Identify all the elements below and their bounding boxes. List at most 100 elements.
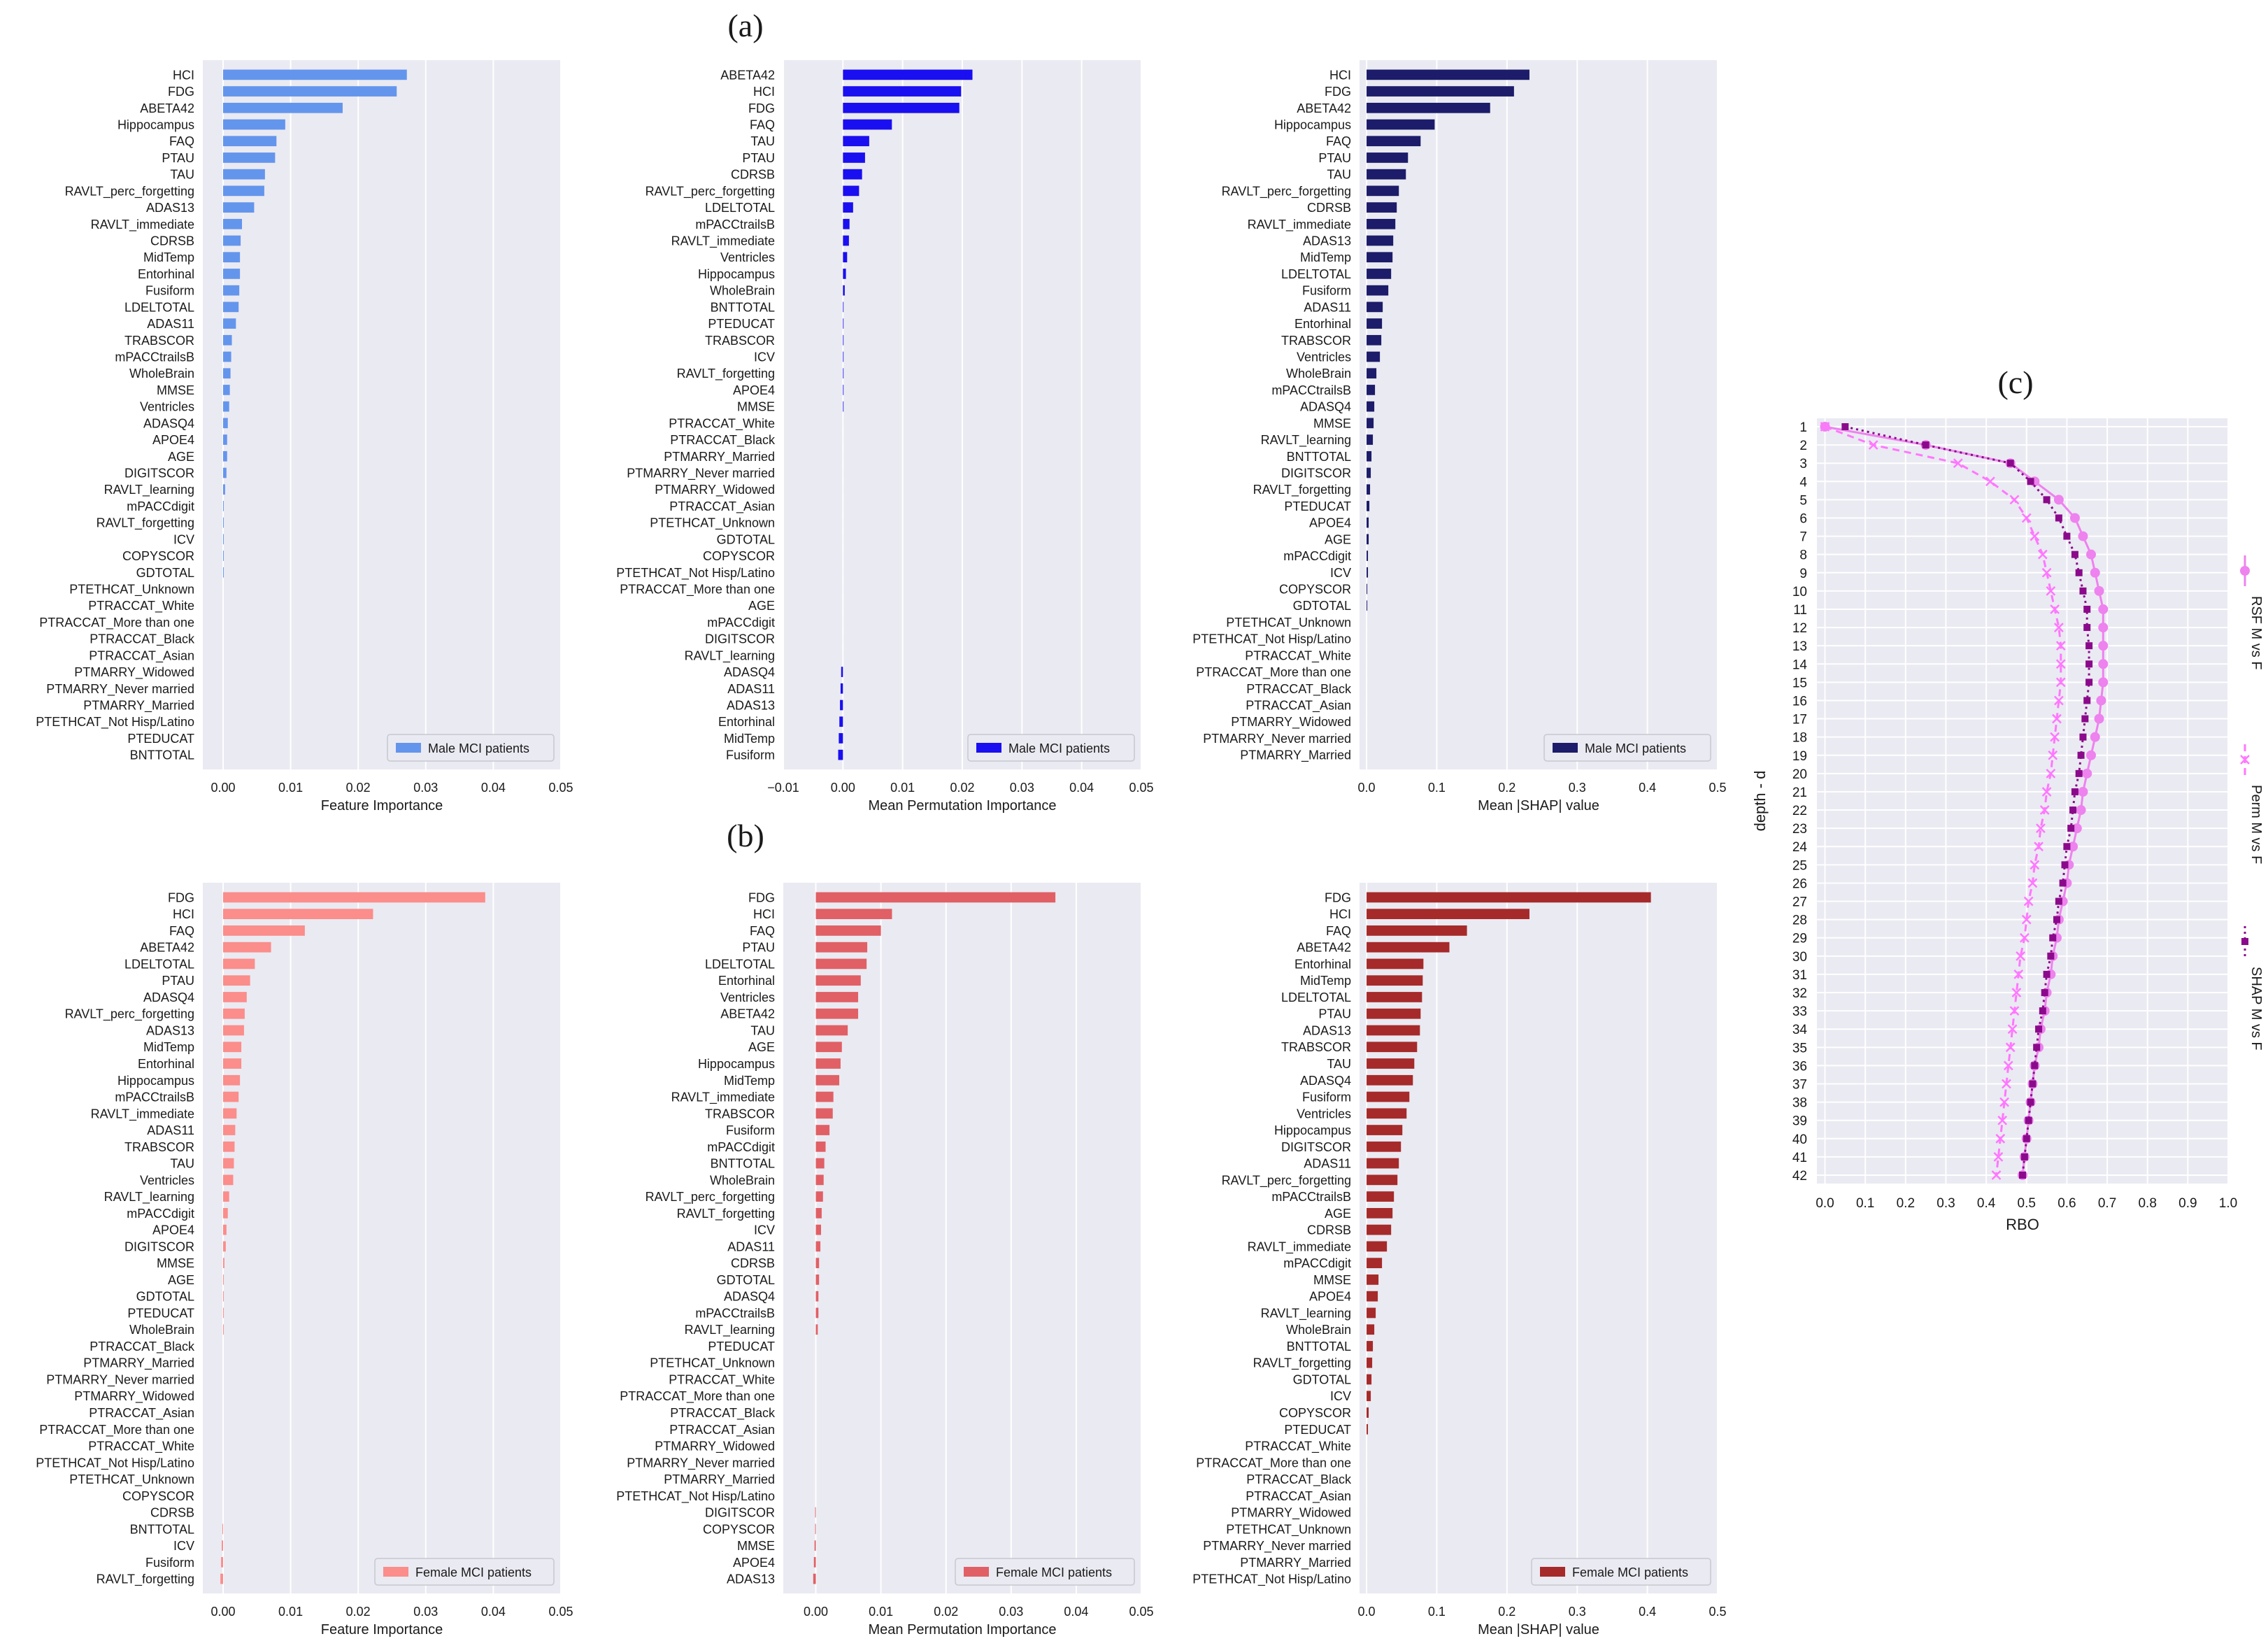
bar-adasq4 (815, 1291, 819, 1302)
y-tick-label-mpacctrailsb: mPACCtrailsB (115, 350, 194, 364)
y-tick-label-ravlt-perc-forgetting: RAVLT_perc_forgetting (65, 184, 194, 199)
y-tick-label-ptraccat-more-than-one: PTRACCAT_More than one (620, 1389, 775, 1404)
bar-adasq4 (222, 992, 247, 1002)
marker-point (1985, 476, 1995, 487)
chart-b-permutation-importance-female: 0.00 0.01 0.02 0.03 0.04 0.05 FDG HCI FAQ PTAU LDE… (616, 883, 1154, 1638)
y-tick-label-bnttotal: BNTTOTAL (130, 1522, 194, 1536)
x-tick-label-0-04: 0.04 (481, 781, 506, 795)
marker-point (2025, 1116, 2032, 1124)
bar-digitscor (815, 1507, 816, 1518)
marker-point (1922, 441, 1930, 449)
marker-point (2003, 1060, 2013, 1071)
y-tick-label-29: 29 (1792, 932, 1807, 946)
legend-label: RSF M vs F (2248, 596, 2264, 670)
y-tick-label-gdtotal: GDTOTAL (717, 1273, 775, 1287)
x-axis-label: Mean Permutation Importance (868, 1622, 1056, 1638)
y-tick-label-icv: ICV (1330, 566, 1351, 580)
x-tick-label-0-01: −0.01 (767, 781, 799, 795)
bar-ventricles (843, 252, 848, 263)
y-tick-label-27: 27 (1792, 895, 1807, 910)
y-tick-label-ptraccat-asian: PTRACCAT_Asian (89, 648, 194, 663)
y-tick-label-cdrsb: CDRSB (150, 1506, 194, 1520)
bar-wholebrain (1367, 368, 1377, 379)
y-tick-label-digitscor: DIGITSCOR (705, 632, 775, 646)
y-tick-label-midtemp: MidTemp (1300, 250, 1351, 264)
bar-age (1367, 534, 1369, 545)
bar-ldeltotal (815, 958, 867, 969)
y-tick-label-adas11: ADAS11 (727, 1239, 775, 1253)
x-tick-label-0-00: 0.00 (211, 1605, 235, 1619)
y-tick-label-faq: FAQ (169, 924, 194, 938)
y-tick-label-adas11: ADAS11 (727, 682, 775, 696)
marker-point (2055, 514, 2062, 522)
y-tick-label-apoe4: APOE4 (1309, 1290, 1351, 1304)
bar-age (815, 1042, 842, 1053)
bar-midtemp (1367, 975, 1423, 986)
x-tick-label-0-00: 0.00 (804, 1605, 828, 1619)
bar-icv (222, 534, 224, 545)
y-tick-label-entorhinal: Entorhinal (1295, 317, 1351, 331)
bar-hci (222, 69, 407, 80)
y-tick-label-trabscor: TRABSCOR (1281, 334, 1351, 348)
marker-point (2085, 679, 2093, 686)
y-tick-label-ldeltotal: LDELTOTAL (124, 957, 194, 971)
x-tick-label-0-01: 0.01 (278, 1605, 303, 1619)
bar-fdg (1367, 86, 1514, 97)
bar-cdrsb (1367, 202, 1397, 213)
y-tick-label-ptraccat-more-than-one: PTRACCAT_More than one (39, 1423, 194, 1437)
x-tick-label-0-2: 0.2 (1498, 1605, 1515, 1619)
y-tick-label-bnttotal: BNTTOTAL (130, 748, 194, 762)
marker-point (1997, 1115, 2008, 1125)
bar-ravlt-immediate (1367, 1241, 1388, 1252)
y-tick-label-ptraccat-more-than-one: PTRACCAT_More than one (1196, 1456, 1351, 1470)
y-tick-label-wholebrain: WholeBrain (129, 367, 194, 381)
y-tick-label-abeta42: ABETA42 (140, 101, 194, 115)
x-tick-label-0-01: 0.01 (278, 781, 303, 795)
y-tick-label-ravlt-learning: RAVLT_learning (1261, 1306, 1351, 1321)
y-tick-label-ptraccat-white: PTRACCAT_White (88, 1440, 194, 1454)
marker-point (2083, 624, 2091, 632)
y-tick-label-ptmarry-never-married: PTMARRY_Never married (627, 1456, 775, 1470)
y-tick-label-tau: TAU (750, 1023, 775, 1037)
legend-label: Female MCI patients (415, 1565, 532, 1579)
y-tick-label-ravlt-learning: RAVLT_learning (104, 483, 194, 497)
marker-point (2098, 677, 2109, 688)
legend-label: Perm M vs F (2248, 785, 2264, 864)
y-tick-label-ptraccat-black: PTRACCAT_Black (670, 1406, 776, 1421)
y-tick-label-ptethcat-unknown: PTETHCAT_Unknown (650, 516, 775, 531)
marker-point (1841, 423, 1849, 430)
y-tick-label-age: AGE (1325, 532, 1351, 546)
y-tick-label-mmse: MMSE (157, 1256, 194, 1270)
y-tick-label-ptraccat-black: PTRACCAT_Black (1246, 1472, 1352, 1487)
bar-ventricles (222, 1174, 234, 1186)
marker-point (2090, 732, 2100, 742)
y-tick-label-fusiform: Fusiform (726, 1123, 775, 1137)
y-tick-label-ptethcat-not-hisp-latino: PTETHCAT_Not Hisp/Latino (36, 1456, 194, 1470)
marker-point (2035, 1025, 2043, 1033)
y-tick-label-ldeltotal: LDELTOTAL (705, 957, 775, 971)
bar-pteducat (222, 1307, 224, 1319)
bar-apoe4 (813, 1556, 816, 1568)
y-tick-label-mmse: MMSE (157, 383, 194, 397)
legend-swatch (964, 1567, 989, 1577)
y-tick-label-digitscor: DIGITSCOR (1281, 467, 1351, 481)
y-tick-label-34: 34 (1792, 1023, 1808, 1037)
y-tick-label-tau: TAU (170, 168, 194, 182)
bar-icv (222, 1540, 223, 1551)
marker-point (2059, 879, 2067, 887)
y-tick-label-mpacctrailsb: mPACCtrailsB (1271, 383, 1351, 397)
bar-ravlt-learning (1367, 434, 1374, 445)
y-tick-label-ptmarry-married: PTMARRY_Married (664, 450, 775, 464)
y-tick-label-ptraccat-white: PTRACCAT_White (88, 599, 194, 613)
bar-hci (843, 86, 962, 97)
bar-pteducat (1367, 501, 1370, 511)
marker-point (2090, 567, 2100, 578)
y-tick-label-digitscor: DIGITSCOR (1281, 1140, 1351, 1154)
bar-adas13 (1367, 235, 1394, 246)
y-tick-label-wholebrain: WholeBrain (1286, 1323, 1351, 1337)
y-tick-label-cdrsb: CDRSB (731, 168, 775, 182)
y-tick-label-38: 38 (1792, 1096, 1807, 1111)
marker-point (1991, 1170, 2002, 1180)
bar-ravlt-perc-forgetting (1367, 185, 1399, 197)
